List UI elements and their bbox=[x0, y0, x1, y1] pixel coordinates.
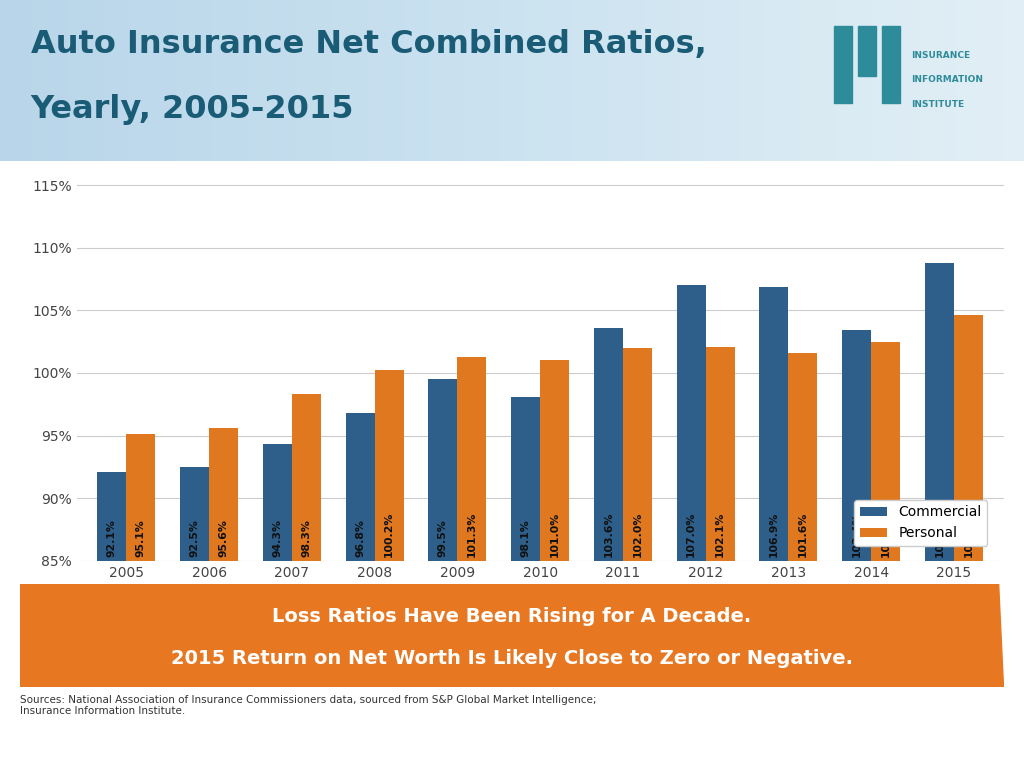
Text: 104.6%: 104.6% bbox=[964, 511, 974, 557]
Text: 95.6%: 95.6% bbox=[219, 519, 228, 557]
Text: Sources: National Association of Insurance Commissioners data, sourced from S&P : Sources: National Association of Insuran… bbox=[20, 694, 597, 717]
Bar bbox=[834, 26, 852, 103]
Text: 102.0%: 102.0% bbox=[633, 511, 642, 557]
Bar bbox=[458, 356, 486, 561]
Bar bbox=[346, 413, 375, 561]
Text: Auto Insurance Net Combined Ratios,: Auto Insurance Net Combined Ratios, bbox=[31, 29, 707, 60]
Text: 106.9%: 106.9% bbox=[769, 511, 779, 557]
Bar bbox=[97, 472, 126, 561]
Text: 92.1%: 92.1% bbox=[106, 519, 117, 557]
Bar bbox=[858, 26, 877, 76]
Text: Yearly, 2005-2015: Yearly, 2005-2015 bbox=[31, 94, 354, 124]
Bar bbox=[760, 286, 788, 561]
Text: 103.6%: 103.6% bbox=[603, 511, 613, 557]
Text: 96.8%: 96.8% bbox=[355, 519, 366, 557]
Text: 101.3%: 101.3% bbox=[467, 511, 477, 557]
Bar bbox=[292, 394, 321, 561]
Bar bbox=[511, 397, 541, 561]
Text: Loss Ratios Have Been Rising for A Decade.: Loss Ratios Have Been Rising for A Decad… bbox=[272, 607, 752, 627]
Text: 94.3%: 94.3% bbox=[272, 519, 283, 557]
Text: 98.1%: 98.1% bbox=[520, 519, 530, 557]
Bar bbox=[925, 263, 954, 561]
Bar bbox=[126, 434, 156, 561]
Bar bbox=[954, 316, 983, 561]
Bar bbox=[623, 348, 652, 561]
Text: 92.5%: 92.5% bbox=[189, 519, 200, 557]
Bar bbox=[788, 353, 817, 561]
Legend: Commercial, Personal: Commercial, Personal bbox=[854, 500, 987, 546]
Text: 100.2%: 100.2% bbox=[384, 511, 394, 557]
Text: 98.3%: 98.3% bbox=[301, 519, 311, 557]
Text: 95.1%: 95.1% bbox=[136, 519, 146, 557]
Text: 99.5%: 99.5% bbox=[438, 519, 447, 557]
Text: 107.0%: 107.0% bbox=[686, 511, 696, 557]
Text: 103.4%: 103.4% bbox=[852, 511, 861, 557]
Text: 101.0%: 101.0% bbox=[550, 511, 560, 557]
Bar bbox=[677, 286, 706, 561]
Text: 102.5%: 102.5% bbox=[881, 511, 891, 557]
Bar bbox=[428, 379, 458, 561]
Bar bbox=[209, 428, 239, 561]
Bar bbox=[180, 467, 209, 561]
Bar bbox=[541, 360, 569, 561]
Bar bbox=[263, 444, 292, 561]
Text: 102.1%: 102.1% bbox=[715, 511, 725, 557]
Bar bbox=[842, 330, 871, 561]
Text: 108.8%: 108.8% bbox=[934, 511, 944, 557]
Text: INFORMATION: INFORMATION bbox=[911, 75, 983, 84]
Text: INSURANCE: INSURANCE bbox=[911, 51, 971, 60]
Bar bbox=[594, 328, 623, 561]
Polygon shape bbox=[20, 584, 1004, 687]
Text: 2015 Return on Net Worth Is Likely Close to Zero or Negative.: 2015 Return on Net Worth Is Likely Close… bbox=[171, 649, 853, 668]
Text: 101.6%: 101.6% bbox=[798, 511, 808, 557]
Bar bbox=[706, 346, 734, 561]
Bar bbox=[882, 26, 900, 103]
Text: INSTITUTE: INSTITUTE bbox=[911, 100, 965, 108]
Bar bbox=[375, 370, 403, 561]
Bar bbox=[871, 342, 900, 561]
